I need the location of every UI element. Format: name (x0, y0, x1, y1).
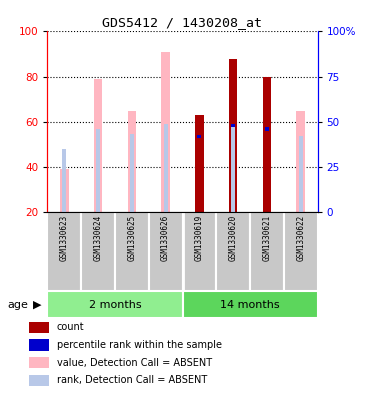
Text: GSM1330619: GSM1330619 (195, 215, 204, 261)
Bar (231, 124, 235, 127)
Bar (81, 212, 115, 291)
Bar (182, 212, 216, 291)
Text: GSM1330626: GSM1330626 (161, 215, 170, 261)
Bar (195, 115, 204, 212)
Text: value, Detection Call = ABSENT: value, Detection Call = ABSENT (57, 358, 212, 367)
Bar (60, 169, 69, 212)
Bar (115, 212, 149, 291)
Bar (296, 110, 305, 212)
Text: 14 months: 14 months (220, 299, 280, 310)
Bar (29, 321, 49, 333)
Text: GSM1330620: GSM1330620 (228, 215, 238, 261)
Bar (182, 291, 318, 318)
Text: ▶: ▶ (33, 299, 41, 310)
Title: GDS5412 / 1430208_at: GDS5412 / 1430208_at (103, 16, 262, 29)
Bar (62, 149, 66, 212)
Text: count: count (57, 322, 84, 332)
Text: GSM1330622: GSM1330622 (296, 215, 305, 261)
Text: GSM1330623: GSM1330623 (60, 215, 69, 261)
Bar (284, 212, 318, 291)
Text: GSM1330624: GSM1330624 (93, 215, 103, 261)
Bar (130, 134, 134, 212)
Bar (265, 127, 269, 131)
Bar (231, 125, 235, 212)
Bar (229, 59, 237, 212)
Text: GSM1330621: GSM1330621 (262, 215, 272, 261)
Bar (149, 212, 182, 291)
Bar (164, 124, 168, 212)
Bar (229, 59, 237, 212)
Bar (128, 110, 136, 212)
Bar (263, 77, 271, 212)
Bar (94, 79, 102, 212)
Bar (197, 134, 201, 138)
Bar (216, 212, 250, 291)
Bar (161, 52, 170, 212)
Text: age: age (7, 299, 28, 310)
Bar (47, 291, 182, 318)
Text: 2 months: 2 months (89, 299, 141, 310)
Text: percentile rank within the sample: percentile rank within the sample (57, 340, 222, 350)
Text: GSM1330625: GSM1330625 (127, 215, 137, 261)
Bar (29, 339, 49, 351)
Bar (250, 212, 284, 291)
Bar (29, 375, 49, 386)
Bar (47, 212, 81, 291)
Bar (96, 129, 100, 212)
Bar (29, 357, 49, 368)
Text: rank, Detection Call = ABSENT: rank, Detection Call = ABSENT (57, 375, 207, 385)
Bar (299, 136, 303, 212)
